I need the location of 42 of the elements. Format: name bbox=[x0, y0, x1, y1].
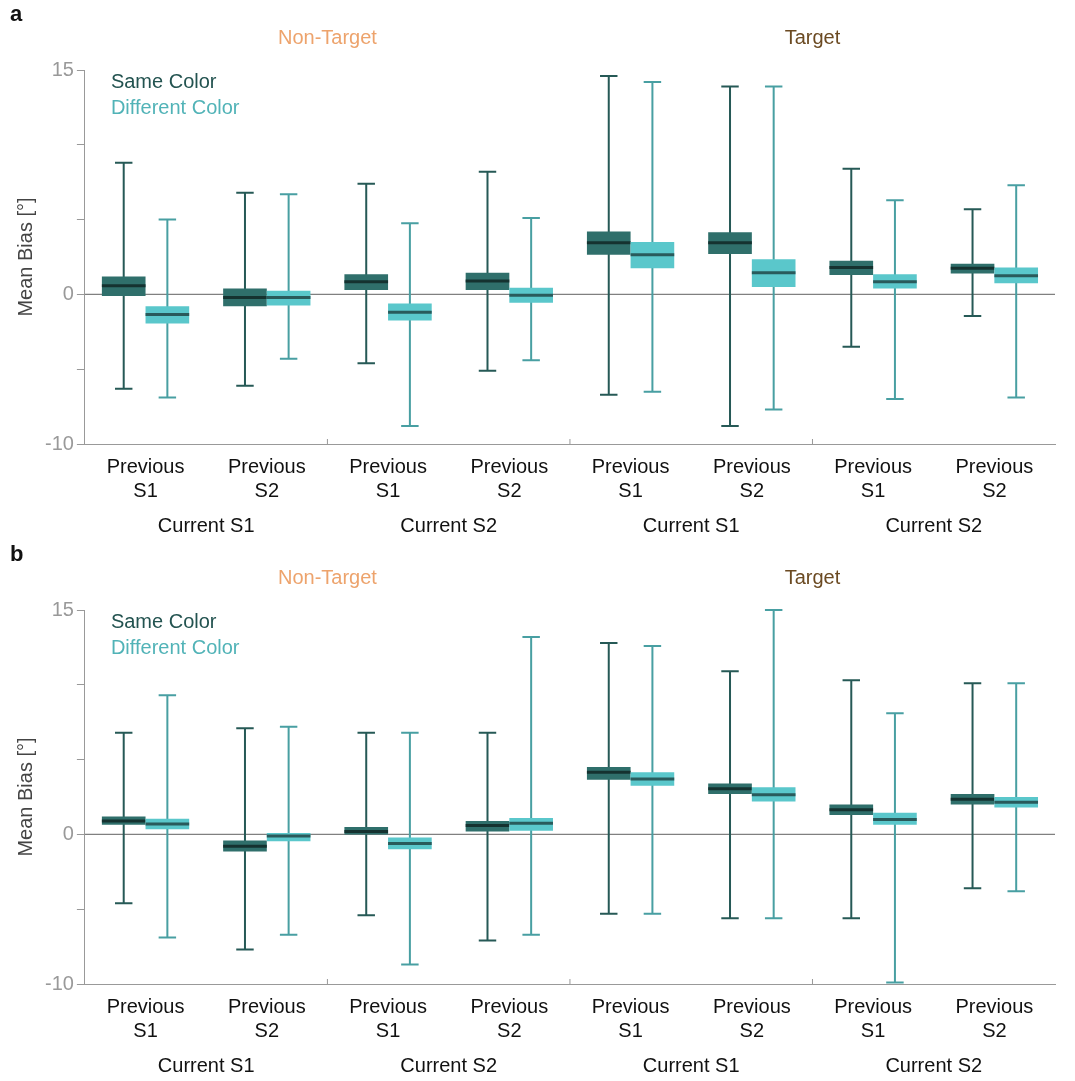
x-tick-label: Previous S1 bbox=[834, 454, 913, 501]
x-tick-label: Previous S2 bbox=[955, 994, 1034, 1041]
text: Current S2 bbox=[885, 513, 983, 536]
text: Non-Target bbox=[277, 565, 378, 588]
x-tick-label: Previous S2 bbox=[470, 454, 549, 501]
y-tick-label: 0 bbox=[62, 281, 74, 304]
y-axis-title: Mean Bias [°] bbox=[13, 737, 36, 857]
text: Different Color bbox=[110, 635, 240, 658]
x-tick-label: Previous S1 bbox=[591, 454, 670, 501]
x-tick-label: Previous S1 bbox=[834, 994, 913, 1041]
x-tick-label: Previous S2 bbox=[470, 994, 549, 1041]
text: Same Color bbox=[110, 609, 217, 632]
text: Different Color bbox=[110, 95, 240, 118]
text: Current S2 bbox=[885, 1053, 983, 1076]
chart-title: a bbox=[10, 1, 23, 27]
x-tick-label: Previous S2 bbox=[227, 454, 306, 501]
text: Current S1 bbox=[157, 1053, 255, 1076]
x-tick-label: Previous S2 bbox=[227, 994, 306, 1041]
y-axis-title: Mean Bias [°] bbox=[13, 197, 36, 317]
y-tick-label: 0 bbox=[62, 821, 74, 844]
text: Target bbox=[784, 565, 841, 588]
x-tick-label: Previous S1 bbox=[349, 994, 427, 1041]
text: Current S1 bbox=[157, 513, 255, 536]
x-tick-label: Previous S1 bbox=[591, 994, 670, 1041]
y-tick-label: -10 bbox=[45, 971, 74, 994]
chart-title: b bbox=[10, 541, 24, 567]
text: Current S2 bbox=[400, 1053, 498, 1076]
text: Current S1 bbox=[642, 1053, 740, 1076]
y-tick-label: -10 bbox=[45, 431, 74, 454]
text: Same Color bbox=[110, 69, 217, 92]
x-tick-label: Previous S2 bbox=[955, 454, 1034, 501]
x-tick-label: Previous S2 bbox=[712, 454, 791, 501]
x-tick-label: Previous S2 bbox=[712, 994, 791, 1041]
y-tick-label: 15 bbox=[51, 57, 74, 80]
text: Non-Target bbox=[277, 25, 378, 48]
y-tick-label: 15 bbox=[51, 597, 74, 620]
x-tick-label: Previous S1 bbox=[106, 994, 185, 1041]
text: Current S2 bbox=[400, 513, 498, 536]
text: Target bbox=[784, 25, 841, 48]
x-tick-label: Previous S1 bbox=[106, 454, 185, 501]
x-tick-label: Previous S1 bbox=[349, 454, 427, 501]
text: Current S1 bbox=[642, 513, 740, 536]
